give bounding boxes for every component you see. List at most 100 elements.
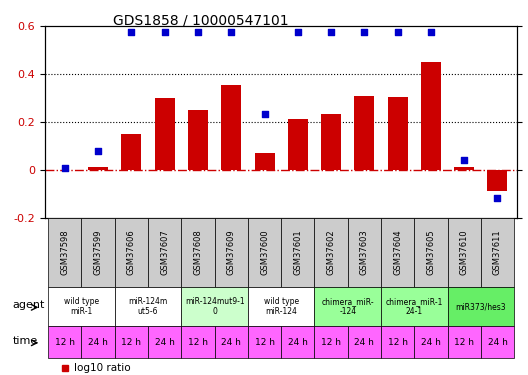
Text: 24 h: 24 h	[155, 338, 175, 346]
Text: miR-124mut9-1
0: miR-124mut9-1 0	[185, 297, 244, 316]
Text: chimera_miR-1
24-1: chimera_miR-1 24-1	[385, 297, 443, 316]
Text: 12 h: 12 h	[188, 338, 208, 346]
Text: 12 h: 12 h	[121, 338, 142, 346]
Text: GSM37599: GSM37599	[93, 230, 102, 275]
Point	[127, 29, 136, 35]
Bar	[181, 217, 214, 287]
Text: 12 h: 12 h	[321, 338, 341, 346]
Bar	[181, 287, 248, 326]
Text: miR-124m
ut5-6: miR-124m ut5-6	[128, 297, 168, 316]
Text: 24 h: 24 h	[88, 338, 108, 346]
Point	[94, 147, 102, 154]
Bar	[181, 326, 214, 358]
Point	[260, 111, 269, 117]
Point	[460, 157, 468, 163]
Bar	[281, 326, 315, 358]
Bar	[188, 110, 208, 170]
Bar	[115, 326, 148, 358]
Text: time: time	[13, 336, 38, 346]
Bar	[148, 326, 181, 358]
Text: GSM37604: GSM37604	[393, 230, 402, 275]
Text: GSM37600: GSM37600	[260, 230, 269, 275]
Bar	[381, 217, 414, 287]
Bar	[381, 287, 448, 326]
Bar	[248, 217, 281, 287]
Bar	[414, 217, 448, 287]
Bar	[221, 85, 241, 170]
Point	[61, 165, 69, 171]
Text: 24 h: 24 h	[288, 338, 308, 346]
Text: 12 h: 12 h	[254, 338, 275, 346]
Text: 24 h: 24 h	[354, 338, 374, 346]
Bar	[414, 326, 448, 358]
Text: GSM37605: GSM37605	[427, 230, 436, 275]
Bar	[454, 167, 474, 170]
Bar	[48, 326, 81, 358]
Bar	[288, 120, 308, 170]
Bar	[214, 326, 248, 358]
Text: GSM37608: GSM37608	[193, 229, 202, 275]
Text: GSM37602: GSM37602	[327, 230, 336, 275]
Bar	[121, 134, 142, 170]
Text: GSM37609: GSM37609	[227, 230, 235, 275]
Legend: log10 ratio, percentile rank within the sample: log10 ratio, percentile rank within the …	[60, 363, 250, 375]
Text: GSM37606: GSM37606	[127, 229, 136, 275]
Text: GSM37601: GSM37601	[293, 230, 303, 275]
Bar	[315, 217, 348, 287]
Bar	[254, 153, 275, 170]
Bar	[281, 217, 315, 287]
Bar	[448, 326, 481, 358]
Text: 24 h: 24 h	[487, 338, 507, 346]
Text: chimera_miR-
-124: chimera_miR- -124	[322, 297, 374, 316]
Bar	[481, 217, 514, 287]
Bar	[214, 217, 248, 287]
Text: 24 h: 24 h	[221, 338, 241, 346]
Bar	[155, 98, 175, 170]
Bar	[321, 114, 341, 170]
Text: GSM37610: GSM37610	[460, 230, 469, 275]
Bar	[81, 217, 115, 287]
Bar	[81, 326, 115, 358]
Bar	[88, 167, 108, 170]
Text: GSM37607: GSM37607	[160, 229, 169, 275]
Bar	[248, 326, 281, 358]
Text: 12 h: 12 h	[454, 338, 474, 346]
Bar	[115, 217, 148, 287]
Point	[360, 29, 369, 35]
Point	[161, 29, 169, 35]
Bar	[381, 326, 414, 358]
Text: GDS1858 / 10000547101: GDS1858 / 10000547101	[113, 13, 288, 27]
Bar	[248, 287, 315, 326]
Text: agent: agent	[13, 300, 45, 310]
Point	[493, 195, 502, 201]
Bar	[448, 217, 481, 287]
Bar	[48, 287, 115, 326]
Text: wild type
miR-1: wild type miR-1	[64, 297, 99, 316]
Bar	[421, 62, 441, 170]
Text: 12 h: 12 h	[55, 338, 75, 346]
Bar	[48, 217, 81, 287]
Text: GSM37603: GSM37603	[360, 229, 369, 275]
Point	[227, 29, 235, 35]
Bar	[481, 326, 514, 358]
Point	[427, 29, 435, 35]
Text: GSM37611: GSM37611	[493, 230, 502, 275]
Bar	[487, 170, 507, 191]
Bar	[348, 217, 381, 287]
Text: miR373/hes3: miR373/hes3	[456, 302, 506, 311]
Bar	[315, 326, 348, 358]
Point	[393, 29, 402, 35]
Bar	[448, 287, 514, 326]
Point	[327, 29, 335, 35]
Bar	[388, 97, 408, 170]
Point	[194, 29, 202, 35]
Bar	[348, 326, 381, 358]
Text: 24 h: 24 h	[421, 338, 441, 346]
Bar	[115, 287, 181, 326]
Bar	[315, 287, 381, 326]
Bar	[354, 96, 374, 170]
Text: wild type
miR-124: wild type miR-124	[263, 297, 299, 316]
Bar	[148, 217, 181, 287]
Point	[294, 29, 302, 35]
Text: GSM37598: GSM37598	[60, 230, 69, 275]
